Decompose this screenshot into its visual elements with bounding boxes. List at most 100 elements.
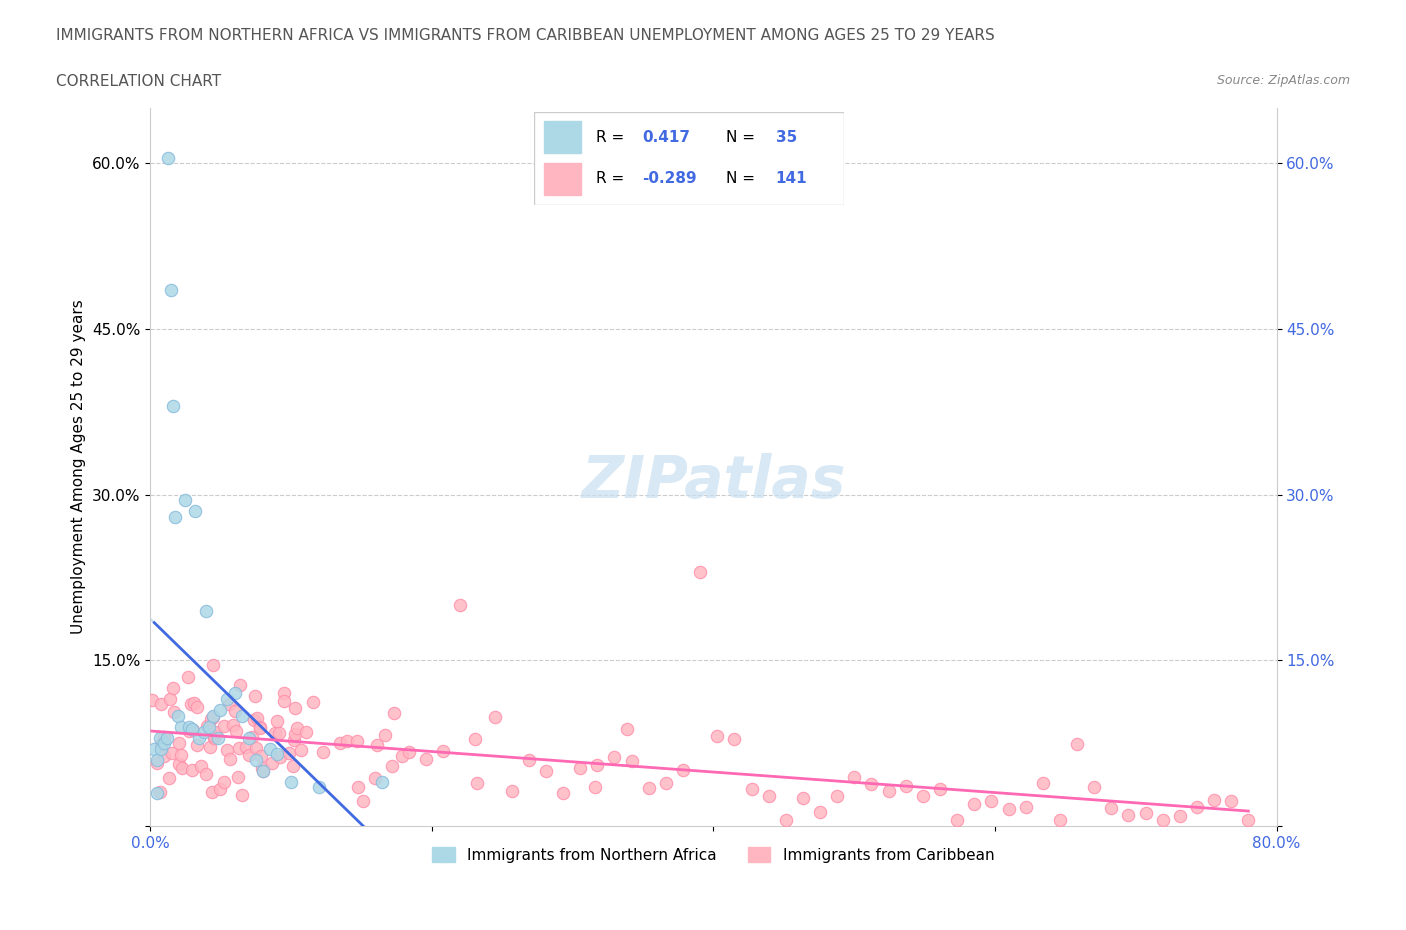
Point: [1083, 779, 1105, 794]
Point: [312, 745, 335, 760]
Point: [212, 719, 235, 734]
Point: [464, 732, 486, 747]
Point: [860, 777, 883, 791]
Point: [706, 729, 728, 744]
Point: [775, 813, 797, 828]
Point: [273, 685, 295, 700]
Point: [723, 732, 745, 747]
Point: [186, 737, 208, 752]
Point: [157, 151, 180, 166]
Point: [183, 696, 205, 711]
Point: [235, 739, 257, 754]
Point: [174, 493, 197, 508]
Point: [170, 748, 193, 763]
Point: [162, 681, 184, 696]
Point: [308, 780, 330, 795]
Point: [1152, 813, 1174, 828]
Point: [200, 740, 222, 755]
Point: [207, 730, 229, 745]
Point: [1049, 813, 1071, 828]
Point: [209, 702, 232, 717]
Text: N =: N =: [725, 171, 755, 186]
Text: -0.289: -0.289: [643, 171, 697, 186]
Point: [179, 719, 201, 734]
Point: [259, 741, 281, 756]
Point: [1237, 813, 1260, 828]
Point: [231, 708, 253, 723]
Point: [200, 711, 222, 726]
Point: [689, 565, 711, 579]
Point: [181, 723, 204, 737]
Point: [226, 769, 249, 784]
Text: ZIPatlas: ZIPatlas: [581, 453, 845, 510]
Point: [217, 692, 239, 707]
Point: [153, 729, 176, 744]
Point: [214, 775, 236, 790]
Point: [221, 717, 243, 732]
Point: [894, 778, 917, 793]
Point: [1118, 807, 1140, 822]
Point: [266, 747, 288, 762]
Point: [583, 780, 606, 795]
Point: [616, 722, 638, 737]
Point: [245, 752, 267, 767]
Point: [620, 754, 643, 769]
Point: [363, 770, 385, 785]
Point: [149, 784, 172, 799]
Point: [284, 727, 307, 742]
Point: [195, 604, 218, 618]
Point: [195, 766, 218, 781]
Point: [877, 783, 900, 798]
Point: [569, 761, 592, 776]
Point: [181, 763, 204, 777]
Point: [449, 598, 471, 613]
Point: [218, 697, 240, 711]
Point: [267, 725, 290, 740]
Point: [283, 733, 305, 748]
Point: [250, 749, 273, 764]
Point: [202, 730, 225, 745]
Point: [382, 706, 405, 721]
Point: [201, 710, 224, 724]
Point: [141, 693, 163, 708]
Point: [150, 741, 173, 756]
Point: [347, 780, 370, 795]
Point: [153, 736, 176, 751]
Point: [195, 719, 218, 734]
Legend: Immigrants from Northern Africa, Immigrants from Caribbean: Immigrants from Northern Africa, Immigra…: [426, 841, 1001, 869]
Point: [391, 749, 413, 764]
Point: [432, 744, 454, 759]
Point: [198, 719, 221, 734]
Point: [157, 770, 180, 785]
Text: N =: N =: [725, 130, 755, 145]
Point: [501, 783, 523, 798]
Point: [146, 752, 169, 767]
Point: [204, 724, 226, 739]
Point: [280, 775, 302, 790]
Point: [231, 788, 253, 803]
Point: [655, 776, 678, 790]
Point: [366, 737, 388, 752]
Point: [190, 759, 212, 774]
Point: [603, 750, 626, 764]
Point: [263, 725, 285, 740]
Point: [997, 802, 1019, 817]
Point: [266, 713, 288, 728]
Point: [1066, 737, 1088, 751]
Point: [285, 721, 308, 736]
Point: [163, 704, 186, 719]
Point: [551, 786, 574, 801]
Point: [224, 703, 246, 718]
Point: [278, 745, 301, 760]
Text: R =: R =: [596, 130, 624, 145]
Point: [177, 670, 200, 684]
Point: [153, 749, 176, 764]
FancyBboxPatch shape: [544, 121, 581, 153]
Point: [637, 780, 659, 795]
Point: [160, 746, 183, 761]
Point: [844, 769, 866, 784]
Point: [295, 724, 318, 739]
Point: [193, 724, 215, 739]
Point: [374, 728, 396, 743]
Point: [1135, 805, 1157, 820]
